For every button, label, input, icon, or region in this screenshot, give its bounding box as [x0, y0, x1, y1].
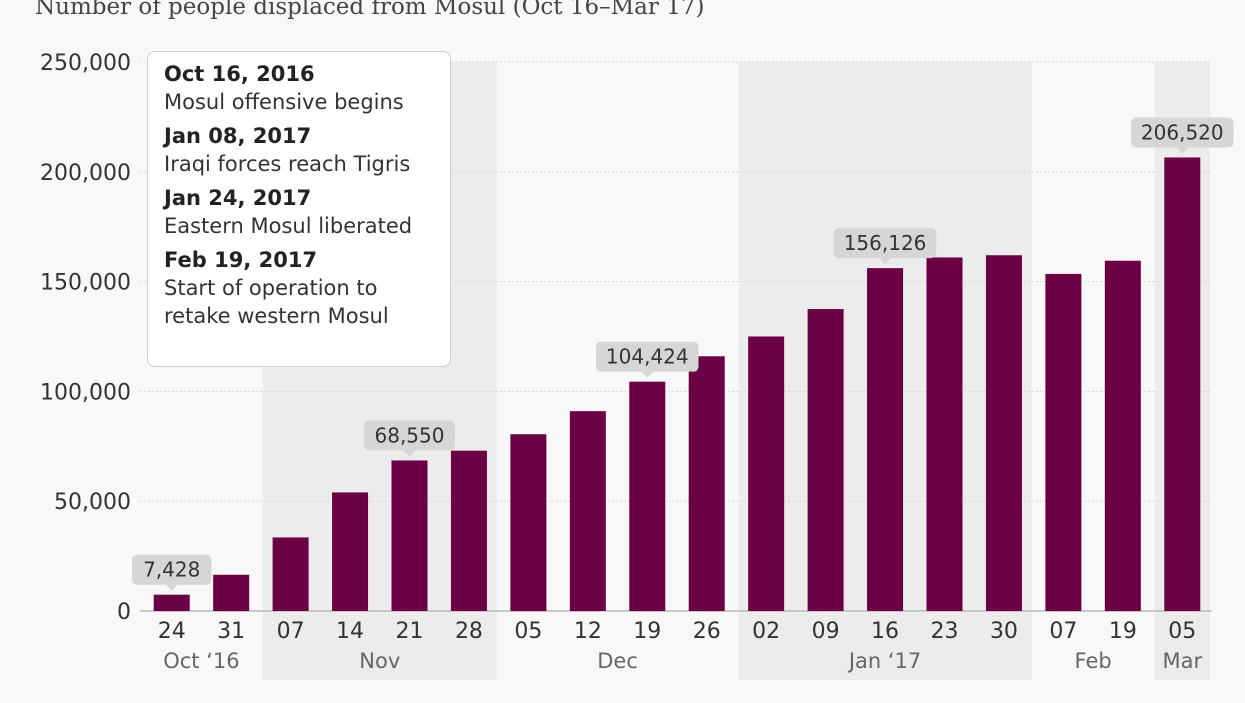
y-tick-label: 150,000: [40, 271, 131, 296]
x-tick-label: 02: [752, 619, 780, 644]
bar-16: [1104, 260, 1141, 611]
bar-11: [807, 309, 844, 611]
event-date: Jan 24, 2017: [164, 186, 312, 210]
data-label-box: [1131, 117, 1234, 148]
event-description: Start of operation to retake western Mos…: [164, 276, 389, 328]
x-tick-label: 09: [812, 619, 840, 644]
y-tick-label: 100,000: [40, 380, 131, 405]
x-tick-label: 28: [455, 619, 483, 644]
bar-3: [332, 492, 369, 611]
x-tick-label: 26: [693, 619, 721, 644]
x-tick-label: 07: [277, 619, 305, 644]
bar-1: [213, 574, 250, 611]
bar-5: [450, 450, 487, 611]
bar-6: [510, 434, 547, 611]
data-label: 104,424: [606, 345, 689, 369]
bar-9: [688, 356, 725, 611]
events-legend: Oct 16, 2016 Mosul offensive begins Jan 08…: [147, 51, 451, 367]
bar-17: [1164, 157, 1201, 611]
data-label-box: [131, 554, 212, 585]
event-date: Oct 16, 2016: [164, 62, 315, 86]
month-label: Dec: [597, 649, 638, 673]
data-label: 206,520: [1141, 120, 1224, 144]
x-tick-label: 19: [633, 619, 661, 644]
data-label-box: [833, 228, 937, 259]
x-tick-label: 19: [1109, 619, 1137, 644]
bar-0: [153, 594, 190, 611]
x-tick-label: 12: [574, 619, 602, 644]
x-tick-label: 16: [871, 619, 899, 644]
month-label: Nov: [359, 649, 400, 673]
y-tick-label: 250,000: [40, 51, 131, 76]
bar-4: [391, 460, 428, 611]
bar-10: [748, 336, 785, 611]
bar-7: [569, 411, 606, 611]
x-tick-label: 05: [514, 619, 542, 644]
data-label-pointer: [1176, 147, 1189, 154]
data-label: 68,550: [375, 423, 445, 447]
x-tick-label: 05: [1168, 619, 1196, 644]
event-date: Jan 08, 2017: [164, 124, 312, 148]
x-tick-label: 23: [931, 619, 959, 644]
bar-15: [1045, 273, 1082, 611]
x-tick-label: 30: [990, 619, 1018, 644]
y-tick-label: 0: [117, 600, 131, 625]
data-label-pointer: [879, 258, 892, 265]
data-label-pointer: [641, 371, 654, 378]
y-tick-label: 200,000: [40, 161, 131, 186]
bar-13: [926, 257, 963, 611]
bar-14: [985, 255, 1022, 612]
data-label-pointer: [403, 450, 416, 457]
x-tick-label: 21: [396, 619, 424, 644]
event-date: Feb 19, 2017: [164, 248, 318, 272]
data-label-box: [596, 341, 699, 372]
event-description: Iraqi forces reach Tigris: [164, 152, 411, 176]
data-label-box: [364, 420, 455, 451]
x-tick-label: 07: [1049, 619, 1077, 644]
data-label: 156,126: [844, 231, 927, 255]
x-tick-label: 14: [336, 619, 364, 644]
month-label: Jan ‘17: [847, 649, 921, 673]
bar-12: [867, 268, 904, 611]
bar-8: [629, 381, 666, 611]
data-label: 7,428: [143, 558, 200, 582]
event-description: Eastern Mosul liberated: [164, 214, 413, 238]
x-tick-label: 24: [158, 619, 186, 644]
data-label-pointer: [165, 584, 178, 591]
x-tick-label: 31: [217, 619, 245, 644]
month-label: Feb: [1075, 649, 1112, 673]
month-label: Mar: [1162, 649, 1202, 673]
bar-2: [272, 537, 309, 611]
month-label: Oct ‘16: [163, 649, 239, 673]
y-tick-label: 50,000: [54, 490, 131, 515]
event-description: Mosul offensive begins: [164, 90, 404, 114]
chart-title: Number of people displaced from Mosul (O…: [35, 0, 705, 20]
